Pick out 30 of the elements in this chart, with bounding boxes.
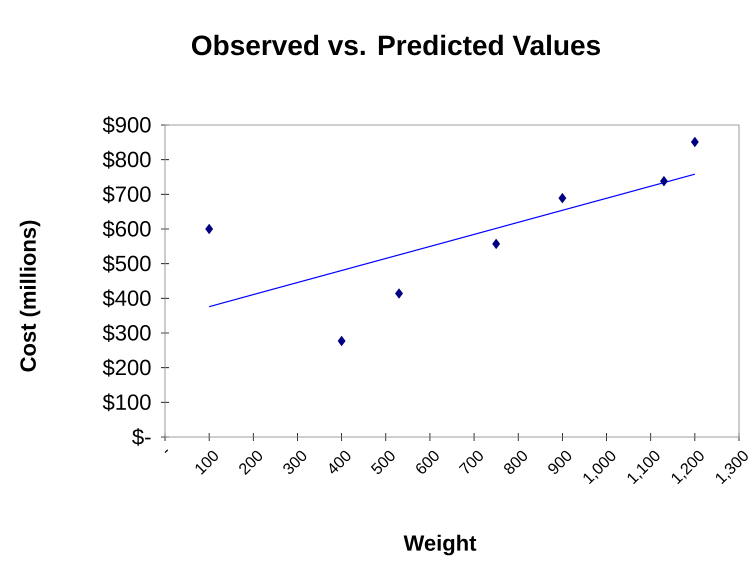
x-tick-label: 300 [283,450,306,474]
x-tick-label: 100 [196,450,218,475]
x-axis-title: Weight [404,534,476,556]
x-tick-label: 200 [239,450,262,476]
y-tick-label: $500 [102,254,151,273]
y-tick-label: $- [132,428,150,446]
point [338,336,346,346]
x-tick-label: 900 [548,450,572,474]
x-tick-label: 400 [330,450,350,474]
point [492,238,500,250]
y-tick-label: $300 [102,324,151,342]
y-tick-label: $100 [102,393,151,412]
x-tick-label: - [164,449,168,453]
x-tick-label: 500 [370,450,395,474]
y-tick-label: $400 [102,289,151,308]
x-tick-label: 600 [416,450,439,474]
point [690,136,699,148]
x-tick-label: 800 [504,450,527,474]
point [558,192,566,204]
y-tick-label: $900 [102,116,151,134]
point [395,288,403,299]
chart-title: Observed vs. Predicted Values [192,34,600,56]
y-axis-title: Cost (millions) [20,220,40,372]
y-tick-label: $200 [102,358,151,377]
x-tick-label: 700 [458,450,483,474]
y-tick-label: $600 [102,220,151,238]
y-tick-label: $700 [102,185,151,204]
point [205,224,214,234]
point [660,176,668,186]
y-tick-label: $800 [102,150,151,169]
